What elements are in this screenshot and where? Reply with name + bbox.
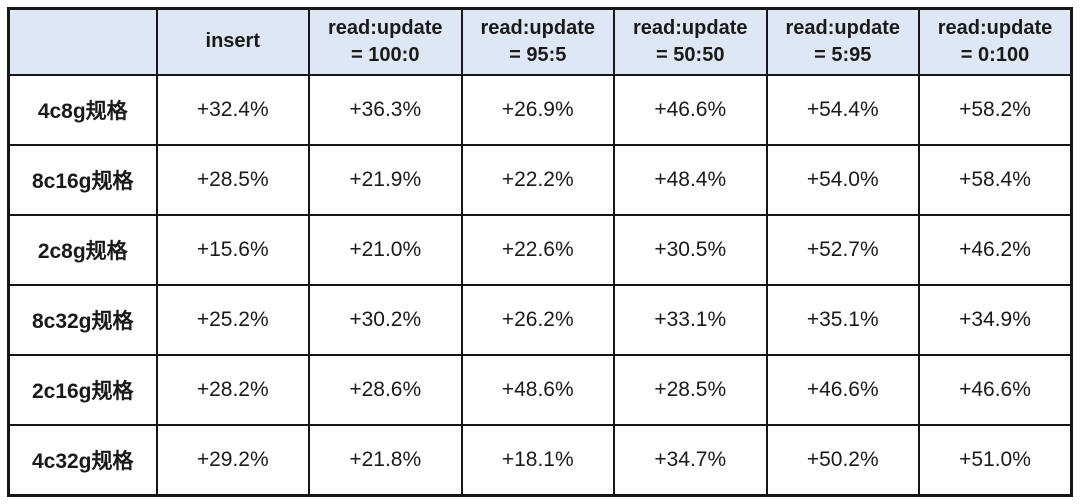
- value-cell: +25.2%: [155, 283, 310, 357]
- value-cell: +22.2%: [460, 143, 615, 216]
- table-row-2c8g: 2c8g规格 +15.6% +21.0% +22.6% +30.5% +52.7…: [7, 213, 1073, 286]
- value-cell: +26.9%: [460, 73, 615, 146]
- header-cell-ru-5-95: read:update = 5:95: [765, 7, 920, 76]
- value-cell: +46.6%: [613, 73, 768, 146]
- header-line1: read:update: [328, 16, 443, 39]
- row-label: 4c32g规格: [7, 424, 158, 497]
- value-cell: +35.1%: [765, 283, 920, 357]
- header-line2: = 5:95: [814, 43, 872, 66]
- header-line1: read:update: [480, 16, 595, 39]
- value-cell: +51.0%: [918, 424, 1073, 497]
- value-cell: +52.7%: [765, 213, 920, 286]
- value-cell: +54.4%: [765, 73, 920, 146]
- value-cell: +21.8%: [308, 424, 463, 497]
- value-cell: +48.6%: [460, 354, 615, 427]
- value-cell: +48.4%: [613, 143, 768, 216]
- value-cell: +33.1%: [613, 283, 768, 357]
- value-cell: +58.2%: [918, 73, 1073, 146]
- value-cell: +30.2%: [308, 283, 463, 357]
- value-cell: +30.5%: [613, 213, 768, 286]
- value-cell: +28.5%: [155, 143, 310, 216]
- header-line2: = 0:100: [960, 43, 1030, 66]
- value-cell: +34.9%: [918, 283, 1073, 357]
- row-label: 2c16g规格: [7, 354, 158, 427]
- header-cell-ru-95-5: read:update = 95:5: [460, 7, 615, 76]
- header-line2: = 95:5: [509, 43, 567, 66]
- header-line1: read:update: [937, 16, 1053, 39]
- header-row: insert read:update = 100:0 read:update =…: [7, 7, 1073, 76]
- table-row-8c32g: 8c32g规格 +25.2% +30.2% +26.2% +33.1% +35.…: [7, 283, 1073, 357]
- value-cell: +32.4%: [155, 73, 310, 146]
- performance-table: insert read:update = 100:0 read:update =…: [7, 7, 1073, 497]
- value-cell: +28.2%: [155, 354, 310, 427]
- value-cell: +28.6%: [308, 354, 463, 427]
- row-label: 4c8g规格: [7, 73, 158, 146]
- header-cell-ru-50-50: read:update = 50:50: [613, 7, 768, 76]
- value-cell: +46.6%: [918, 354, 1073, 427]
- header-line1: read:update: [785, 16, 900, 39]
- value-cell: +29.2%: [155, 424, 310, 497]
- value-cell: +26.2%: [460, 283, 615, 357]
- value-cell: +58.4%: [918, 143, 1073, 216]
- value-cell: +15.6%: [155, 213, 310, 286]
- table-row-8c16g: 8c16g规格 +28.5% +21.9% +22.2% +48.4% +54.…: [7, 143, 1073, 216]
- value-cell: +54.0%: [765, 143, 920, 216]
- value-cell: +22.6%: [460, 213, 615, 286]
- corner-cell: [7, 7, 158, 76]
- header-line2: = 100:0: [351, 43, 420, 66]
- header-line1: read:update: [633, 16, 748, 39]
- row-label: 2c8g规格: [7, 213, 158, 286]
- value-cell: +34.7%: [613, 424, 768, 497]
- value-cell: +46.2%: [918, 213, 1073, 286]
- value-cell: +21.0%: [308, 213, 463, 286]
- table-row-4c32g: 4c32g规格 +29.2% +21.8% +18.1% +34.7% +50.…: [7, 424, 1073, 497]
- value-cell: +18.1%: [460, 424, 615, 497]
- row-label: 8c32g规格: [7, 283, 158, 357]
- table-row-4c8g: 4c8g规格 +32.4% +36.3% +26.9% +46.6% +54.4…: [7, 73, 1073, 146]
- value-cell: +36.3%: [308, 73, 463, 146]
- value-cell: +28.5%: [613, 354, 768, 427]
- table-row-2c16g: 2c16g规格 +28.2% +28.6% +48.6% +28.5% +46.…: [7, 354, 1073, 427]
- value-cell: +50.2%: [765, 424, 920, 497]
- header-line1: insert: [205, 30, 260, 53]
- value-cell: +21.9%: [308, 143, 463, 216]
- header-line2: = 50:50: [656, 43, 725, 66]
- header-cell-ru-0-100: read:update = 0:100: [918, 7, 1073, 76]
- row-label: 8c16g规格: [7, 143, 158, 216]
- header-cell-insert: insert: [155, 7, 310, 76]
- header-cell-ru-100-0: read:update = 100:0: [308, 7, 463, 76]
- value-cell: +46.6%: [765, 354, 920, 427]
